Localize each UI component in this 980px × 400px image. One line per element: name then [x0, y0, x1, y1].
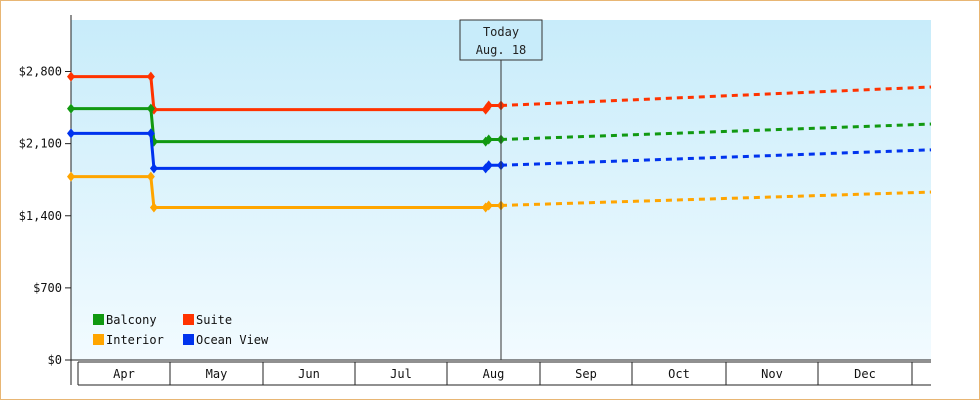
- legend-label-interior: Interior: [106, 333, 164, 347]
- data-point-suite: [146, 71, 155, 82]
- series-layer: [67, 71, 932, 213]
- x-tick-label: Dec: [854, 367, 876, 381]
- data-point-ocean-view: [146, 128, 155, 139]
- y-tick-label: $1,400: [19, 209, 62, 223]
- data-point-interior: [146, 171, 155, 182]
- x-tick-label: Jun: [298, 367, 320, 381]
- series-forecast-ocean-view: [500, 148, 932, 167]
- legend-label-balcony: Balcony: [106, 313, 157, 327]
- series-line-balcony: [71, 107, 489, 144]
- today-box: [459, 19, 543, 61]
- x-axis: Apr May Jun Jul Aug Sep Oct Nov Dec: [71, 359, 931, 386]
- x-tick-label: May: [206, 367, 228, 381]
- legend-label-suite: Suite: [196, 313, 232, 327]
- data-point-interior: [484, 200, 493, 211]
- data-point-ocean-view: [149, 163, 158, 174]
- series-suite: [67, 71, 932, 115]
- legend-swatch-balcony: [93, 314, 104, 325]
- data-point-ocean-view: [67, 128, 75, 139]
- x-tick-label: Aug: [483, 367, 505, 381]
- data-point-interior: [149, 202, 158, 213]
- data-point-suite: [67, 71, 75, 82]
- data-point-ocean-view: [484, 160, 493, 171]
- x-tick-label: Sep: [575, 367, 597, 381]
- y-tick-label: $700: [33, 281, 62, 295]
- legend-swatch-suite: [183, 314, 194, 325]
- series-line-interior: [71, 175, 489, 210]
- today-label: Today: [483, 25, 519, 39]
- data-point-balcony: [146, 103, 155, 114]
- y-axis: $0 $700 $1,400 $2,100 $2,800: [19, 15, 72, 385]
- legend-label-ocean-view: Ocean View: [196, 333, 269, 347]
- x-tick-label: Oct: [668, 367, 690, 381]
- series-forecast-suite: [500, 85, 932, 108]
- legend-swatch-interior: [93, 334, 104, 345]
- data-point-balcony: [67, 103, 75, 114]
- y-tick-label: $0: [48, 353, 62, 367]
- x-tick-label: Apr: [113, 367, 135, 381]
- today-date: Aug. 18: [476, 43, 527, 57]
- series-forecast-interior: [500, 190, 932, 207]
- series-ocean-view: [67, 128, 932, 174]
- legend: Balcony Suite Interior Ocean View: [93, 313, 269, 347]
- legend-swatch-ocean-view: [183, 334, 194, 345]
- series-forecast-balcony: [500, 122, 932, 142]
- data-point-balcony: [484, 134, 493, 145]
- series-interior: [67, 171, 932, 213]
- y-tick-label: $2,800: [19, 65, 62, 79]
- data-point-interior: [67, 171, 75, 182]
- data-point-suite: [484, 100, 493, 111]
- today-marker: Today Aug. 18: [459, 19, 543, 360]
- series-line-suite: [71, 75, 489, 112]
- series-line-ocean-view: [71, 131, 489, 170]
- x-tick-label: Jul: [390, 367, 412, 381]
- y-tick-label: $2,100: [19, 137, 62, 151]
- x-tick-label: Nov: [761, 367, 783, 381]
